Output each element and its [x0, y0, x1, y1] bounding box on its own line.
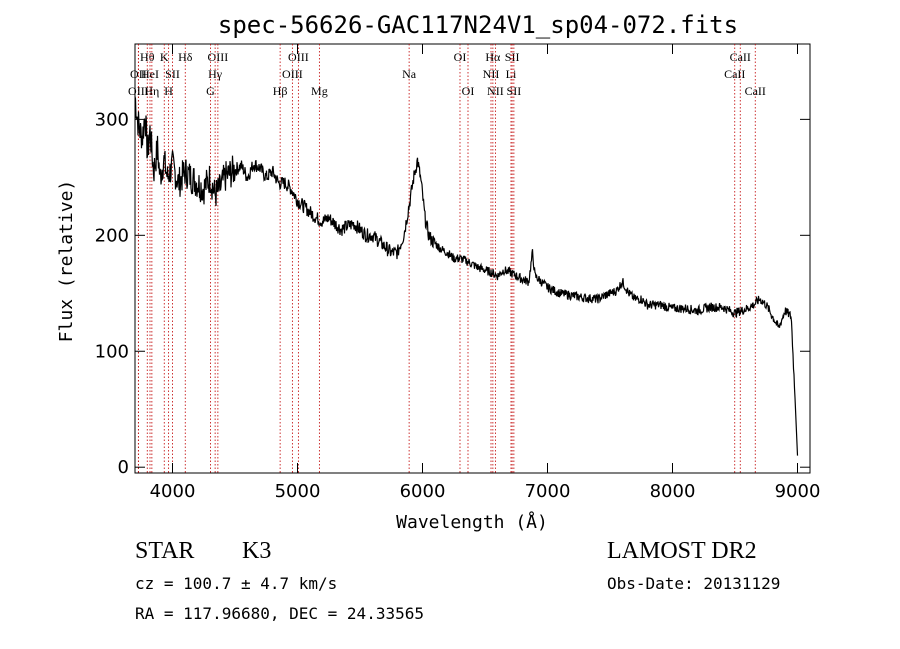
line-label-19: Hα	[485, 50, 501, 64]
line-label-26: CaII	[724, 67, 745, 81]
axes: 4000 5000 6000 7000 8000 9000 0 100 200 300	[95, 44, 821, 502]
y-tick-label-3: 300	[95, 109, 129, 130]
x-tick-label-1: 5000	[275, 481, 321, 502]
line-label-6: SII	[165, 67, 180, 81]
line-label-16: Na	[402, 67, 417, 81]
y-tick-label-1: 100	[95, 341, 129, 362]
survey-name: LAMOST DR2	[607, 538, 757, 564]
line-label-7: H	[164, 84, 173, 98]
y-axis-title: Flux (relative)	[56, 180, 77, 343]
y-tick-label-0: 0	[118, 457, 129, 478]
line-label-22: SII	[505, 50, 520, 64]
line-label-11: G	[206, 84, 215, 98]
y-tick-label-2: 200	[95, 225, 129, 246]
x-axis-title: Wavelength (Å)	[396, 511, 548, 533]
line-label-20: NII	[483, 67, 500, 81]
line-label-18: OI	[462, 84, 475, 98]
line-label-13: OIII	[288, 50, 309, 64]
x-tick-label-0: 4000	[150, 481, 196, 502]
object-subclass: K3	[242, 538, 272, 564]
coordinates-readout: RA = 117.96680, DEC = 24.33565	[135, 604, 424, 623]
line-label-5: K	[160, 50, 169, 64]
line-label-24: SII	[507, 84, 522, 98]
redshift-readout: cz = 100.7 ± 4.7 km/s	[135, 574, 338, 593]
line-label-2: OIII	[128, 84, 149, 98]
line-label-23: Li	[506, 67, 517, 81]
object-class: STAR	[135, 538, 195, 564]
x-tick-label-3: 7000	[525, 481, 571, 502]
line-label-27: CaII	[745, 84, 766, 98]
spectral-line-markers: Hθ OII OIII HeI Hη K SII H Hδ OIII Hγ G Hβ OIII OIII Mg…	[128, 44, 766, 473]
line-label-15: Mg	[311, 84, 328, 98]
line-label-0: Hθ	[140, 50, 155, 64]
spectrum-line	[134, 96, 799, 456]
line-label-17: OI	[454, 50, 467, 64]
x-tick-label-4: 8000	[650, 481, 696, 502]
x-tick-label-5: 9000	[775, 481, 821, 502]
line-label-21: NII	[487, 84, 504, 98]
line-label-1: OII	[130, 67, 147, 81]
line-label-10: Hγ	[208, 67, 223, 81]
line-label-12: Hβ	[273, 84, 288, 98]
chart-title: spec-56626-GAC117N24V1_sp04-072.fits	[218, 11, 738, 39]
plot-frame	[134, 43, 811, 474]
observation-date: Obs-Date: 20131129	[607, 574, 781, 593]
line-label-9: OIII	[208, 50, 229, 64]
line-label-4: Hη	[144, 84, 159, 98]
line-label-8: Hδ	[178, 50, 193, 64]
x-tick-label-2: 6000	[400, 481, 446, 502]
line-label-3: HeI	[141, 67, 159, 81]
line-label-25: CaII	[730, 50, 751, 64]
line-label-14: OIII	[282, 67, 303, 81]
